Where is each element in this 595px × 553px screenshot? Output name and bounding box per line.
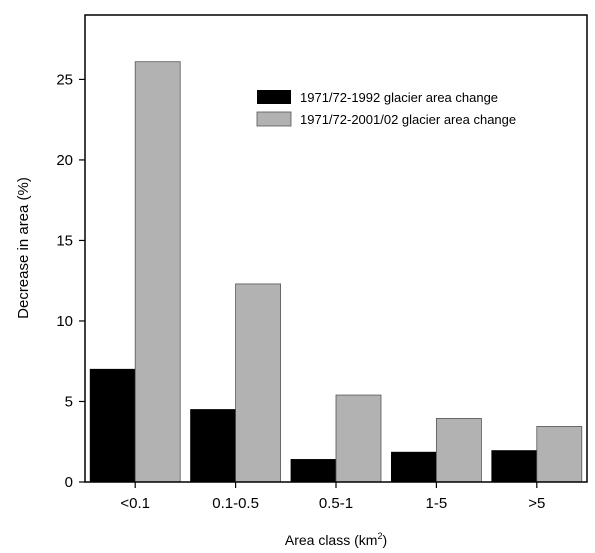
bars-group <box>89 61 583 483</box>
bar-series-2 <box>536 426 583 483</box>
x-tick-label: 1-5 <box>426 495 448 512</box>
x-axis-label-superscript: 2 <box>377 531 382 541</box>
y-tick-label: 20 <box>56 152 73 169</box>
x-tick-label: <0.1 <box>120 495 150 512</box>
x-axis-label-close: ) <box>382 532 387 548</box>
bar-series-1 <box>390 451 437 483</box>
bar-series-2 <box>335 394 382 483</box>
legend-swatch-series-2 <box>256 111 292 127</box>
y-axis-label: Decrease in area (%) <box>15 177 32 319</box>
x-axis-label-text: Area class (km <box>285 532 378 548</box>
y-tick-label: 5 <box>65 393 73 410</box>
x-tick-label: 0.5-1 <box>319 495 353 512</box>
x-axis: <0.1 0.1-0.5 0.5-1 1-5 >5 <box>120 482 545 512</box>
bar-series-1 <box>290 459 337 483</box>
y-tick-label: 10 <box>56 313 73 330</box>
legend-swatch-series-1 <box>257 90 291 104</box>
y-tick-label: 15 <box>56 232 73 249</box>
bar-series-2 <box>435 417 482 483</box>
x-tick-label: >5 <box>528 495 545 512</box>
legend-label-series-1: 1971/72-1992 glacier area change <box>300 90 498 105</box>
x-tick-label: 0.1-0.5 <box>212 495 259 512</box>
legend: 1971/72-1992 glacier area change 1971/72… <box>256 90 516 127</box>
y-tick-label: 0 <box>65 474 73 491</box>
bar-series-2 <box>134 61 181 483</box>
bar-series-1 <box>89 368 136 483</box>
bar-series-2 <box>235 283 282 483</box>
y-tick-label: 25 <box>56 71 73 88</box>
legend-label-series-2: 1971/72-2001/02 glacier area change <box>300 112 516 127</box>
bar-series-1 <box>491 450 538 483</box>
x-axis-label: Area class (km2) <box>285 531 387 548</box>
bar-series-1 <box>190 409 237 483</box>
y-axis: 0 5 10 15 20 25 <box>56 71 85 491</box>
